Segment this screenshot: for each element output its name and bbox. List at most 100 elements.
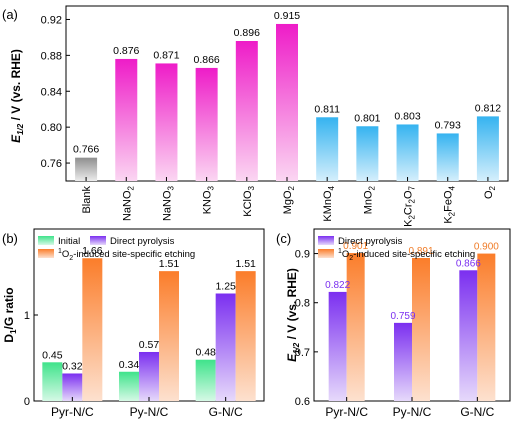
value-label: 0.803 — [394, 110, 420, 122]
x-tick-label-part: MgO — [282, 190, 294, 214]
value-label: 0.822 — [325, 280, 350, 291]
legend-etch-main: O — [342, 249, 349, 260]
x-tick-label: KClO3 — [242, 185, 256, 216]
value-label: 1.25 — [215, 281, 236, 293]
x-tick-label-part: 2 — [367, 185, 376, 190]
panel-c-ylabel-sub: 1/2 — [292, 342, 301, 354]
value-label: 0.866 — [456, 258, 481, 269]
value-label: 0.811 — [314, 103, 340, 115]
value-label: 0.915 — [274, 10, 300, 22]
x-tick-label-part: 2 — [126, 185, 135, 190]
value-label: 0.866 — [193, 54, 219, 66]
panel-a: (a) E1/2 / V (vs. RHE) 0.760.800.840.880… — [2, 5, 509, 227]
x-tick-label-part: 3 — [166, 185, 175, 190]
x-tick-label-part: O — [483, 190, 495, 199]
bar-MgO2 — [276, 23, 298, 182]
panel-b-ylabel: D1/G ratio — [2, 287, 18, 342]
panel-b-value-labels: 0.450.32 1.66 0.34 0.57 1.51 0.48 1.25 1.51 — [42, 245, 256, 372]
value-label: 0.766 — [73, 144, 99, 156]
bar-K2Cr2O7 — [396, 124, 419, 181]
y-tick-label: 1 — [24, 310, 30, 322]
y-tick-label: 0 — [24, 396, 30, 408]
panel-a-value-labels: 0.766 0.876 0.871 0.866 0.896 0.915 0.811 0.801… — [73, 10, 501, 156]
x-tick-label-part: KClO — [242, 190, 254, 217]
x-tick-label-part: 3 — [207, 185, 216, 190]
panel-a-bars — [75, 23, 499, 182]
y-tick-label: 0.8 — [295, 298, 310, 310]
x-tick-label-part: 2 — [287, 185, 296, 190]
panel-a-ylabel-sub: 1/2 — [16, 123, 25, 135]
panel-c-ylabel-main: E — [285, 353, 299, 362]
legend-label-direct: Direct pyrolysis — [338, 236, 403, 247]
value-label: 0.759 — [390, 311, 415, 322]
legend-etch-rest: -induced site-specific etching — [73, 249, 195, 260]
bar-etch-Pyr-N/C — [346, 253, 365, 401]
panel-a-label: (a) — [2, 7, 18, 22]
x-tick-label-part: 3 — [247, 185, 256, 190]
x-tick-label: G-N/C — [460, 405, 494, 419]
x-tick-label-part: KMnO — [322, 190, 334, 222]
x-tick-label: NaNO2 — [121, 185, 135, 221]
x-tick-label-part: 2 — [488, 185, 497, 190]
bar-direct-Py-N/C — [139, 351, 159, 401]
x-tick-label: MnO2 — [362, 185, 376, 214]
value-label: 0.32 — [62, 360, 83, 372]
bar-etch-Pyr-N/C — [82, 258, 103, 401]
legend-label-etching: 1O2-induced site-specific etching — [58, 248, 195, 262]
panel-c-ylabel: E1/2 / V (vs. RHE) — [285, 268, 301, 362]
bar-O2 — [476, 116, 499, 181]
x-tick-label: O2 — [483, 185, 497, 199]
value-label: 0.901 — [343, 241, 368, 252]
y-tick-label: 0.76 — [41, 158, 62, 170]
bar-MnO2 — [356, 126, 379, 181]
x-tick-label-part: MnO — [362, 190, 374, 214]
bar-direct-Pyr-N/C — [328, 291, 347, 401]
bar-initial-Py-N/C — [119, 371, 139, 401]
bar-Blank — [75, 157, 98, 181]
bar-direct-Py-N/C — [394, 322, 412, 401]
bar-NaNO3 — [155, 63, 178, 181]
x-tick-label: KMnO4 — [322, 185, 336, 221]
y-tick-label: 0.6 — [295, 396, 310, 408]
value-label: 0.793 — [435, 119, 461, 131]
bar-K2FeO4 — [436, 133, 459, 181]
value-label: 1.51 — [235, 258, 256, 270]
bar-etch-G-N/C — [477, 253, 496, 401]
x-tick-label: Blank — [81, 186, 93, 214]
x-tick-label-part: 4 — [448, 185, 457, 190]
panel-b-ylabel-rest: /G ratio — [2, 287, 16, 329]
x-tick-label-part: 4 — [327, 185, 336, 190]
x-tick-label: K2Cr2O7 — [403, 185, 417, 226]
bar-KNO3 — [195, 67, 218, 181]
value-label: 0.900 — [474, 242, 499, 253]
legend-etch-sub: 2 — [69, 255, 73, 262]
x-tick-label-part: K — [403, 219, 415, 227]
x-tick-label-part: 2 — [448, 211, 457, 216]
panel-c-x-labels: Pyr-N/C Py-N/C G-N/C — [325, 397, 495, 419]
legend-swatch-direct — [318, 236, 334, 245]
legend-etch-sub: 2 — [349, 255, 353, 262]
value-label: 0.896 — [234, 27, 260, 39]
panel-b-legend: Initial Direct pyrolysis 1O2-induced sit… — [38, 236, 195, 262]
x-tick-label-part: Blank — [81, 186, 93, 214]
x-tick-label-part: KNO — [202, 190, 214, 214]
panel-c-ylabel-rest: / V (vs. RHE) — [285, 268, 299, 343]
x-tick-label: MgO2 — [282, 185, 296, 214]
y-tick-label: 0.84 — [41, 86, 62, 98]
x-tick-label: Pyr-N/C — [51, 405, 94, 419]
x-tick-label-part: 7 — [408, 185, 417, 190]
value-label: 0.876 — [113, 45, 139, 57]
bar-initial-Pyr-N/C — [42, 362, 63, 401]
x-tick-label: K2FeO4 — [443, 185, 457, 223]
panel-a-x-labels: Blank NaNO2NaNO3KNO3KClO3MgO2KMnO4MnO2K2C… — [81, 177, 497, 227]
legend-swatch-etching — [318, 249, 334, 258]
legend-swatch-direct — [90, 236, 106, 245]
panel-a-ylabel: E1/2 / V (vs. RHE) — [9, 49, 25, 143]
value-label: 0.812 — [475, 102, 501, 114]
value-label: 0.45 — [42, 349, 63, 361]
y-tick-label: 0.88 — [41, 50, 62, 62]
x-tick-label-part: NaNO — [121, 190, 133, 221]
x-tick-label-part: NaNO — [161, 190, 173, 221]
legend-label-direct: Direct pyrolysis — [110, 236, 175, 247]
x-tick-label-part: Cr — [403, 203, 415, 215]
